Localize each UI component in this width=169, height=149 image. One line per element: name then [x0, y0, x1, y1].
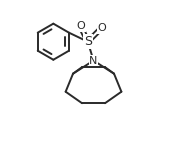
Text: S: S [84, 35, 92, 48]
Text: O: O [97, 23, 106, 33]
Text: N: N [89, 56, 98, 66]
Text: O: O [76, 21, 85, 31]
